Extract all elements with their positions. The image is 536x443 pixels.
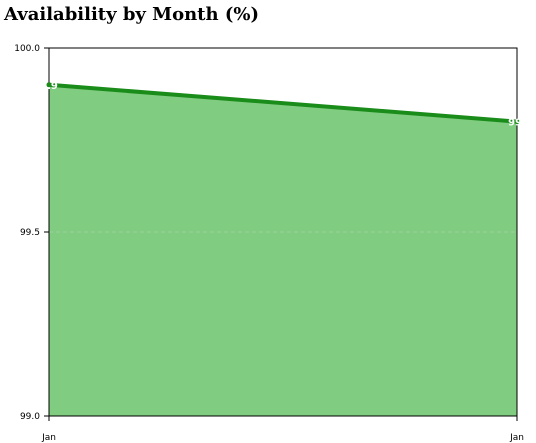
- y-tick-label-1: 99.5: [20, 228, 40, 238]
- data-label-1: 99.: [508, 118, 526, 129]
- y-tick-label-0: 99.0: [20, 412, 40, 422]
- data-point-1: [514, 119, 520, 125]
- y-tick-label-2: 100.0: [14, 44, 40, 54]
- x-tick-label-1: Jan: [509, 433, 524, 443]
- area-fill: [49, 84, 517, 417]
- data-label-0: 9.9: [40, 81, 58, 92]
- data-point-0: [46, 82, 52, 88]
- x-tick-label-0: Jan: [41, 433, 56, 443]
- series-line: [48, 82, 518, 124]
- chart-title: Availability by Month (%): [4, 4, 259, 25]
